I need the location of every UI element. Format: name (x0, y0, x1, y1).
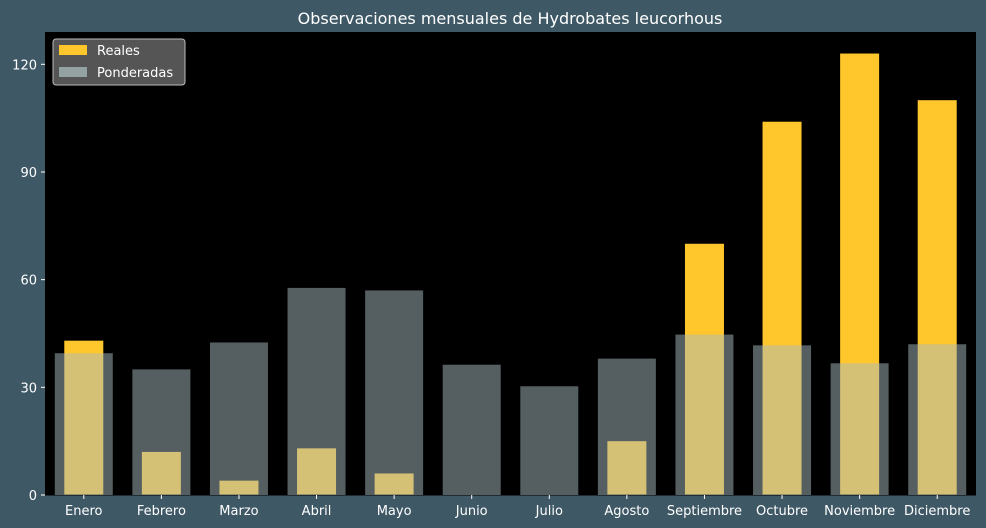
chart-title: Observaciones mensuales de Hydrobates le… (298, 9, 723, 28)
x-tick-label-abril: Abril (302, 504, 332, 519)
bar-ponderadas-septiembre (675, 334, 734, 495)
bar-ponderadas-mayo (365, 290, 424, 495)
bar-ponderadas-diciembre (908, 344, 967, 495)
bar-ponderadas-noviembre (830, 363, 889, 495)
y-tick-label-0: 0 (29, 489, 37, 504)
legend-label-ponderadas: Ponderadas (97, 66, 173, 81)
plot-area (45, 32, 976, 495)
x-tick-label-diciembre: Diciembre (904, 504, 970, 519)
y-tick-label-60: 60 (20, 274, 37, 289)
x-tick-label-mayo: Mayo (377, 504, 412, 519)
bar-ponderadas-agosto (597, 358, 656, 495)
y-tick-label-30: 30 (20, 381, 37, 396)
bar-ponderadas-marzo (209, 342, 268, 495)
x-axis: Enero Febrero Marzo Abril Mayo Junio Julio Agos… (45, 494, 976, 519)
bar-ponderadas-abril (287, 287, 346, 495)
bar-ponderadas-febrero (132, 369, 191, 495)
bar-ponderadas-junio (442, 364, 501, 495)
x-tick-label-junio: Junio (455, 504, 488, 519)
x-tick-label-enero: Enero (65, 504, 103, 519)
legend-swatch-reales (59, 45, 87, 55)
bar-ponderadas-octubre (753, 345, 812, 495)
x-tick-label-marzo: Marzo (219, 504, 258, 519)
bar-ponderadas-julio (520, 386, 579, 495)
x-tick-label-noviembre: Noviembre (824, 504, 895, 519)
y-tick-label-120: 120 (12, 58, 37, 73)
x-tick-label-octubre: Octubre (756, 504, 808, 519)
x-tick-label-septiembre: Septiembre (667, 504, 742, 519)
y-tick-label-90: 90 (20, 166, 37, 181)
y-axis: 0 30 60 90 120 (12, 58, 45, 504)
x-tick-label-febrero: Febrero (137, 504, 186, 519)
series-ponderadas-bars (54, 287, 967, 495)
bar-ponderadas-enero (54, 353, 113, 495)
x-tick-label-julio: Julio (535, 504, 563, 519)
legend-swatch-ponderadas (59, 67, 87, 77)
legend: Reales Ponderadas (52, 38, 186, 86)
x-tick-label-agosto: Agosto (604, 504, 649, 519)
legend-label-reales: Reales (97, 44, 140, 59)
